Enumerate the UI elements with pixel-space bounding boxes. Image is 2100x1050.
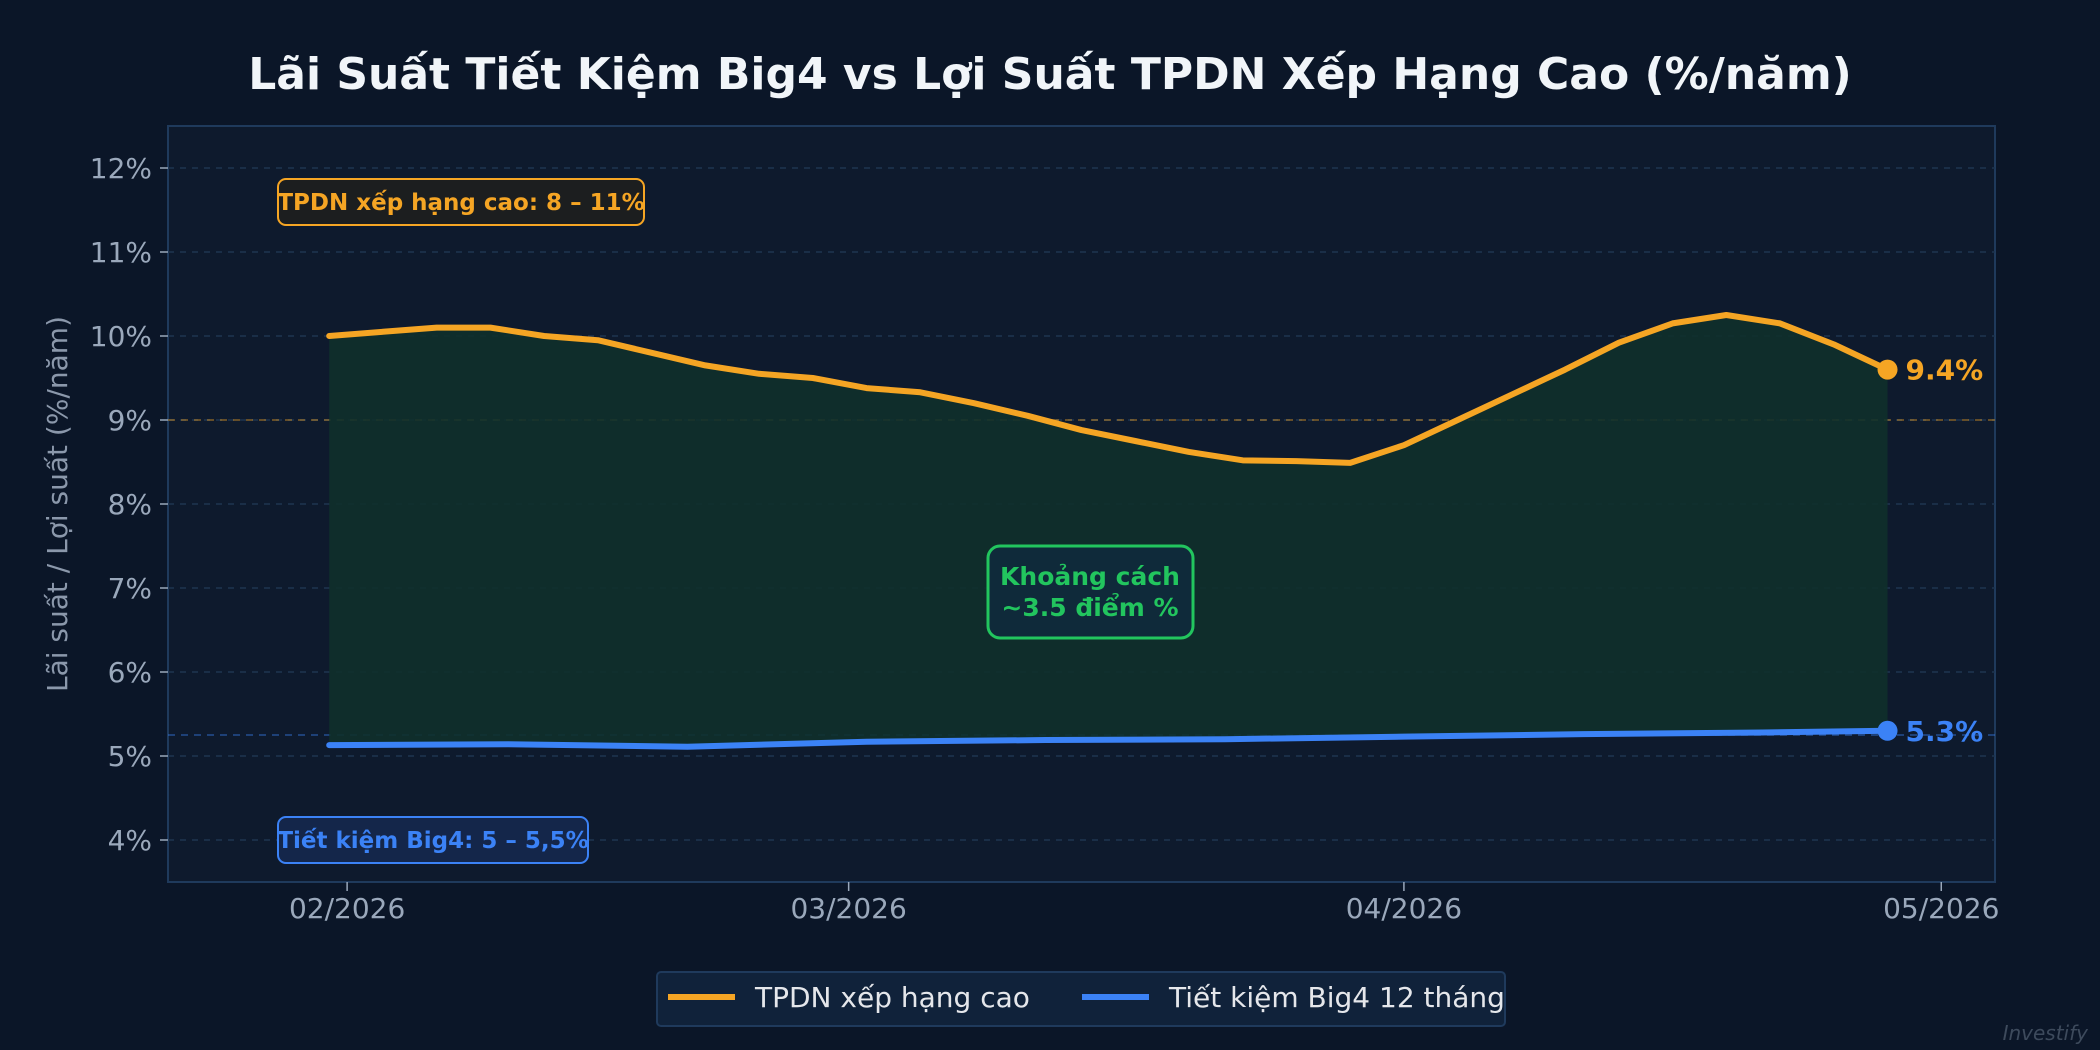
- savings-end-marker: [1877, 720, 1898, 741]
- y-tick-label: 9%: [108, 404, 152, 437]
- y-tick-label: 8%: [108, 488, 152, 521]
- tpdn-range-annotation: TPDN xếp hạng cao: 8 – 11%: [277, 178, 645, 226]
- x-tick-label: 04/2026: [1346, 892, 1462, 925]
- y-tick-label: 4%: [108, 824, 152, 857]
- legend-box: [656, 971, 1506, 1027]
- x-axis-ticks: 02/2026 03/2026 04/2026 05/2026: [289, 882, 1999, 925]
- legend-savings-label: Tiết kiệm Big4 12 tháng: [1168, 981, 1505, 1014]
- savings-range-box: [277, 816, 589, 864]
- tpdn-range-box: [277, 178, 645, 226]
- watermark: Investify: [2003, 1021, 2090, 1045]
- x-tick-label: 02/2026: [289, 892, 405, 925]
- y-tick-label: 7%: [108, 572, 152, 605]
- savings-range-label: Tiết kiệm Big4: 5 – 5,5%: [277, 827, 588, 854]
- tpdn-range-label: TPDN xếp hạng cao: 8 – 11%: [277, 189, 644, 216]
- legend-tpdn-label: TPDN xếp hạng cao: [754, 981, 1030, 1014]
- y-axis-label: Lãi suất / Lợi suất (%/năm): [41, 316, 74, 692]
- gap-label-line2: ~3.5 điểm %: [1001, 592, 1178, 622]
- y-axis-ticks: 4% 5% 6% 7% 8% 9% 10% 11% 12%: [90, 152, 168, 857]
- savings-range-annotation: Tiết kiệm Big4: 5 – 5,5%: [277, 816, 589, 864]
- gap-box: [986, 544, 1195, 640]
- y-tick-label: 12%: [90, 152, 152, 185]
- chart-title: Lãi Suất Tiết Kiệm Big4 vs Lợi Suất TPDN…: [248, 49, 1852, 100]
- tpdn-end-marker: [1877, 359, 1898, 380]
- savings-line: [326, 727, 1891, 750]
- tpdn-line: [326, 312, 1891, 466]
- y-tick-label: 6%: [108, 656, 152, 689]
- savings-end-label: 5.3%: [1906, 715, 1984, 748]
- x-tick-label: 03/2026: [790, 892, 906, 925]
- gap-fill: [329, 315, 1888, 747]
- legend: TPDN xếp hạng cao Tiết kiệm Big4 12 thán…: [656, 971, 1506, 1027]
- y-tick-label: 11%: [90, 236, 152, 269]
- tpdn-end-label: 9.4%: [1906, 354, 1984, 387]
- gap-annotation: Khoảng cách ~3.5 điểm %: [986, 544, 1195, 640]
- series-lines: 9.4% 5.3%: [326, 312, 1984, 750]
- gap-area: [329, 315, 1888, 747]
- gap-label-line1: Khoảng cách: [1000, 562, 1180, 591]
- y-tick-label: 5%: [108, 740, 152, 773]
- x-tick-label: 05/2026: [1883, 892, 1999, 925]
- y-tick-label: 10%: [90, 320, 152, 353]
